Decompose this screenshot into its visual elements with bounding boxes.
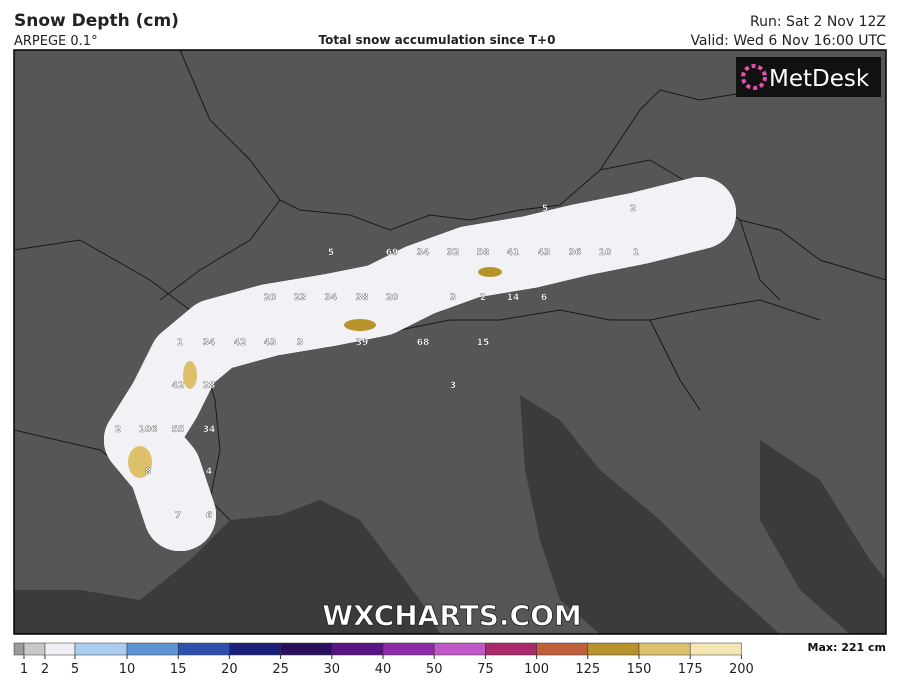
map-label: 3: [297, 338, 303, 348]
colorbar-segment: [485, 642, 537, 656]
map-labels: 5 25 69 34 32 58 41 43 36 10 120 23 34 38 20 3 2 14 61 34 42…: [115, 204, 640, 521]
colorbar-segment: [638, 642, 691, 656]
map-label: 23: [294, 293, 307, 303]
map-label: 8: [145, 467, 151, 477]
map-label: 38: [356, 293, 369, 303]
map-label: 58: [477, 248, 490, 258]
map-label: 4: [206, 467, 212, 477]
colorbar-segment: [382, 642, 435, 656]
colorbar: 1 2 5 10 15 20 25 30 40 50 75 100 125 150 175 200: [13, 642, 754, 677]
colorbar-tick-label: 75: [477, 662, 494, 677]
adriatic-sea: [520, 395, 780, 634]
map-label: 20: [264, 293, 277, 303]
map-label: 6: [206, 511, 212, 521]
colorbar-tick-label: 25: [272, 662, 289, 677]
colorbar-segment: [44, 642, 76, 656]
map-frame: [13, 49, 887, 635]
colorbar-tick-label: 2: [41, 662, 49, 677]
colorbar-segment: [13, 642, 25, 656]
colorbar-segment: [23, 642, 46, 656]
map: 5 25 69 34 32 58 41 43 36 10 120 23 34 38 20 3 2 14 61 34 42…: [13, 49, 887, 635]
colorbar-segment: [587, 642, 640, 656]
colorbar-tick-label: 20: [221, 662, 238, 677]
map-label: 20: [386, 293, 399, 303]
map-label: 34: [325, 293, 338, 303]
colorbar-tick-label: 10: [119, 662, 136, 677]
map-label: 5: [542, 204, 548, 214]
colorbar-segment: [280, 642, 333, 656]
map-label: 34: [203, 338, 216, 348]
logo-icon: [741, 64, 767, 90]
map-label: 43: [264, 338, 277, 348]
map-label: 69: [386, 248, 399, 258]
colorbar-segment: [536, 642, 589, 656]
colorbar-tick-label: 1: [20, 662, 28, 677]
colorbar-segment: [229, 642, 281, 656]
colorbar-tick-label: 30: [324, 662, 341, 677]
colorbar-tick-label: 15: [170, 662, 187, 677]
colorbar-tick-label: 150: [627, 662, 652, 677]
snow-cover: [104, 177, 736, 551]
map-label: 28: [203, 381, 216, 391]
map-label: 41: [507, 248, 520, 258]
colorbar-tick-label: 50: [426, 662, 443, 677]
map-label: 2: [480, 293, 486, 303]
map-label: 42: [172, 381, 185, 391]
colorbar-tick-label: 5: [71, 662, 79, 677]
map-label: 7: [175, 511, 181, 521]
map-label: 106: [139, 425, 158, 435]
map-label: 34: [203, 425, 216, 435]
map-label: 10: [599, 248, 612, 258]
colorbar-segment: [74, 642, 128, 656]
map-label: 36: [569, 248, 582, 258]
title: Snow Depth (cm): [14, 11, 179, 31]
colorbar-segment: [433, 642, 486, 656]
watermark: WXCHARTS.COM: [322, 599, 582, 632]
adriatic-east: [760, 440, 886, 634]
map-label: 55: [172, 425, 185, 435]
map-label: 6: [541, 293, 547, 303]
model: ARPEGE 0.1°: [14, 34, 98, 49]
logo: MetDesk: [769, 66, 870, 92]
colorbar-segment: [126, 642, 179, 656]
colorbar-segment: [689, 642, 742, 656]
max-value: Max: 221 cm: [808, 641, 886, 654]
logo-box: [736, 57, 881, 97]
valid: Valid: Wed 6 Nov 16:00 UTC: [690, 33, 886, 49]
map-label: 1: [633, 248, 639, 258]
colorbar-tick-label: 125: [575, 662, 600, 677]
map-label: 3: [450, 293, 456, 303]
map-label: 2: [630, 204, 636, 214]
subtitle: Total snow accumulation since T+0: [319, 33, 556, 47]
map-label: 5: [328, 248, 334, 258]
ligurian-sea: [14, 500, 440, 634]
map-label: 43: [538, 248, 551, 258]
map-label: 39: [356, 338, 369, 348]
colorbar-tick-label: 40: [375, 662, 392, 677]
map-label: 15: [477, 338, 490, 348]
map-label: 2: [115, 425, 121, 435]
colorbar-tick-label: 100: [524, 662, 549, 677]
map-label: 68: [417, 338, 430, 348]
colorbar-tick-label: 200: [729, 662, 754, 677]
map-label: 34: [417, 248, 430, 258]
colorbar-tick-label: 175: [678, 662, 703, 677]
map-label: 42: [234, 338, 247, 348]
colorbar-segment: [331, 642, 384, 656]
run: Run: Sat 2 Nov 12Z: [750, 14, 886, 30]
map-label: 14: [507, 293, 520, 303]
colorbar-segment: [177, 642, 230, 656]
map-label: 3: [450, 381, 456, 391]
map-label: 1: [177, 338, 183, 348]
map-label: 32: [447, 248, 460, 258]
